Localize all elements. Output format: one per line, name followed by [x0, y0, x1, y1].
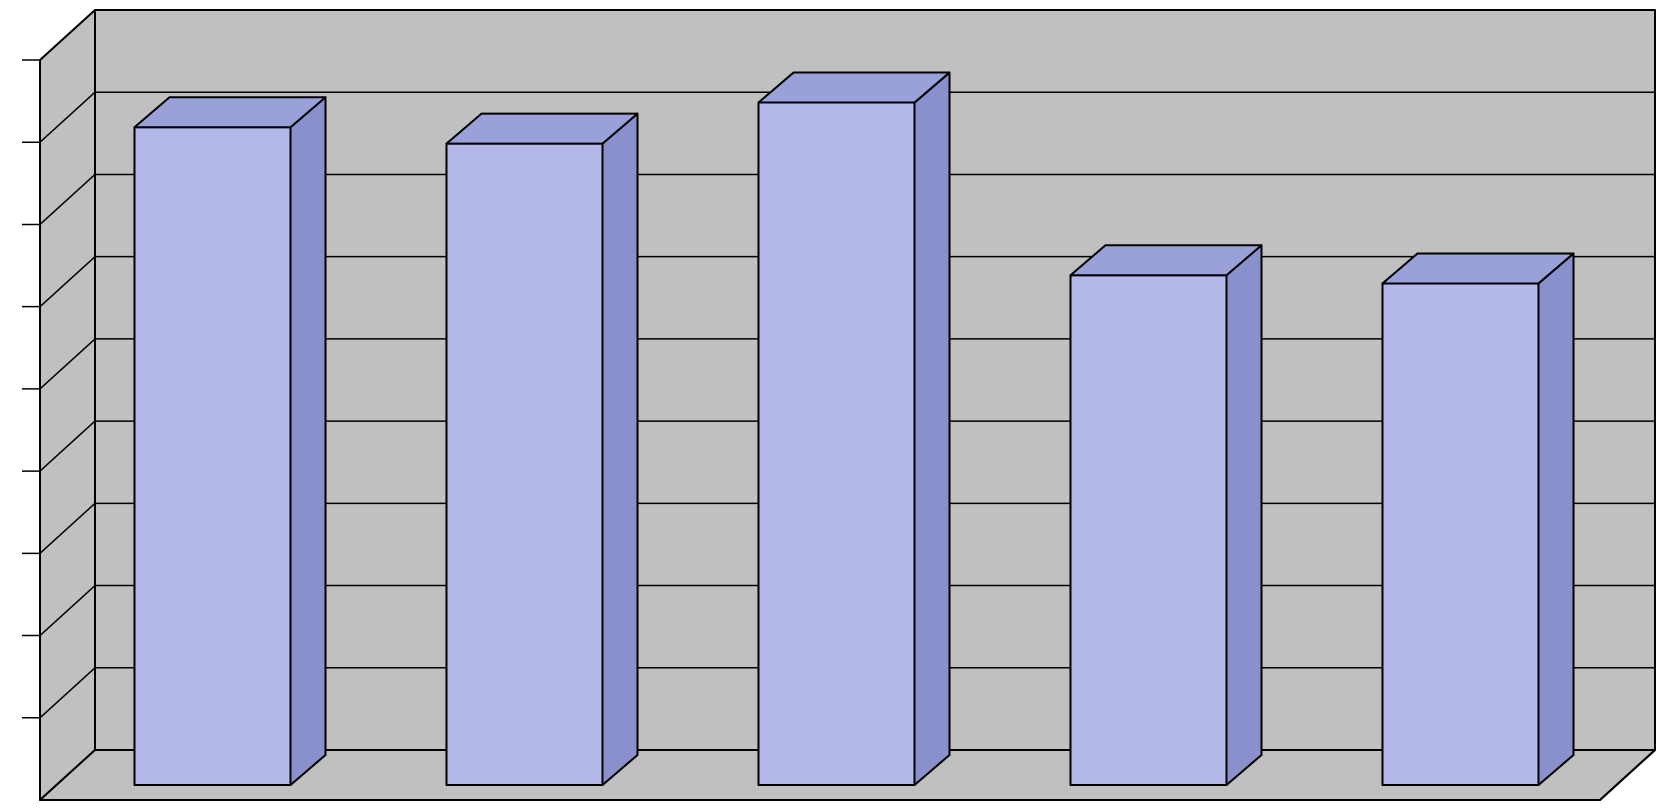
bar-side [915, 73, 950, 785]
bar-side [291, 97, 326, 785]
chart-svg [0, 0, 1673, 809]
bar-front [447, 144, 603, 785]
bar-top [759, 73, 950, 103]
bar-front [1071, 275, 1227, 785]
bar-top [1383, 253, 1574, 283]
bar-front [1383, 283, 1539, 785]
bar-front [135, 127, 291, 785]
bar-side [1227, 245, 1262, 785]
bar-side [1539, 253, 1574, 785]
bar-top [447, 114, 638, 144]
bar-chart-3d [0, 0, 1673, 809]
bar-side [603, 114, 638, 785]
bar-top [1071, 245, 1262, 275]
bar-front [759, 103, 915, 785]
bar-top [135, 97, 326, 127]
side-wall [40, 10, 95, 800]
